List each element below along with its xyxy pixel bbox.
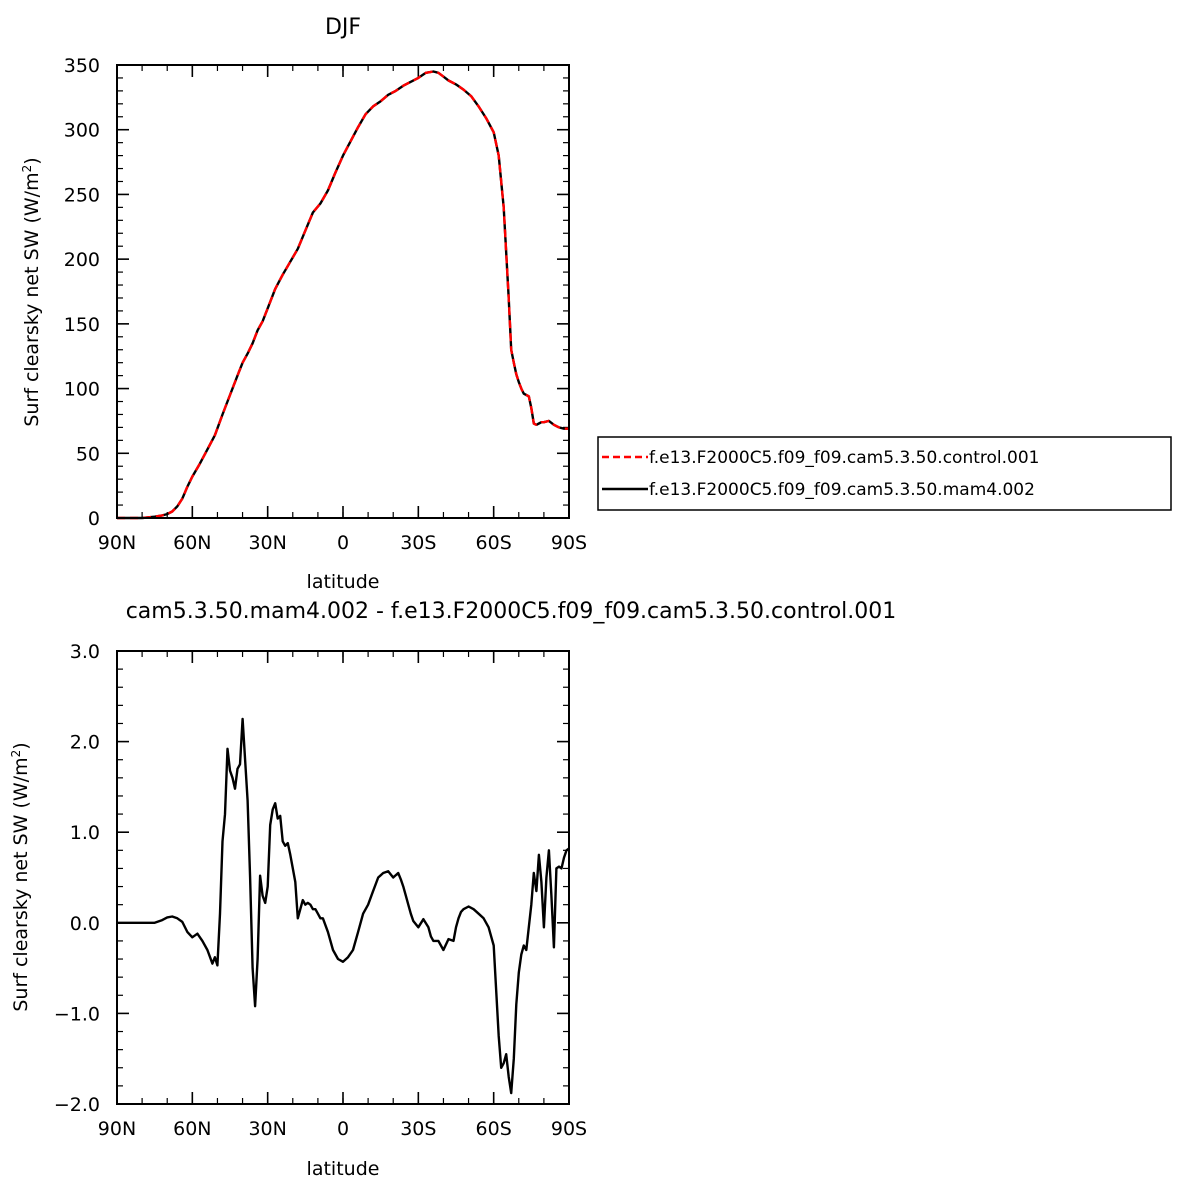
legend-box <box>597 436 1172 511</box>
top-plot-area: 90N 60N 30N 0 30S 60S 90S 0 50 100 150 200 250 300 350 <box>64 55 587 554</box>
bottom-x-tick-label: 90N <box>98 1118 136 1140</box>
bottom-y-tick-label: 3.0 <box>70 641 100 663</box>
top-y-axis-label: Surf clearsky net SW (W/m2) <box>20 157 43 426</box>
bottom-series-line-0 <box>117 717 570 1095</box>
top-x-tick-label: 90S <box>551 532 587 554</box>
bottom-x-axis-label: latitude <box>307 1158 380 1180</box>
bottom-x-tick-label: 0 <box>337 1118 349 1140</box>
bottom-x-tick-label: 90S <box>551 1118 587 1140</box>
top-x-axis-label: latitude <box>307 571 380 593</box>
top-x-tick-label: 60S <box>476 532 512 554</box>
top-x-tick-label: 0 <box>337 532 349 554</box>
bottom-plot-area: 90N 60N 30N 0 30S 60S 90S −2.0 −1.0 0.0 1.0 2.0 3.0 <box>54 641 587 1140</box>
top-plot-frame <box>116 64 570 519</box>
svg-text:Surf clearsky net SW (W/m2): Surf clearsky net SW (W/m2) <box>20 157 43 426</box>
top-y-tick-label: 150 <box>64 314 100 336</box>
bottom-panel: cam5.3.50.mam4.002 - f.e13.F2000C5.f09_f… <box>9 599 896 1180</box>
top-x-tick-label: 90N <box>98 532 136 554</box>
top-y-tick-label: 300 <box>64 120 100 142</box>
bottom-x-tick-label: 60N <box>173 1118 211 1140</box>
legend-label-control: f.e13.F2000C5.f09_f09.cam5.3.50.control.… <box>649 448 1040 468</box>
bottom-y-tick-label: 2.0 <box>70 732 100 754</box>
bottom-y-tick-label: −1.0 <box>54 1003 100 1025</box>
bottom-y-tick-label: −2.0 <box>54 1094 100 1116</box>
top-panel: DJF Surf clearsky net SW (W/m2) latitude… <box>20 15 1172 593</box>
top-y-tick-label: 250 <box>64 184 100 206</box>
bottom-x-tick-label: 60S <box>476 1118 512 1140</box>
legend-label-mam4: f.e13.F2000C5.f09_f09.cam5.3.50.mam4.002 <box>649 480 1035 500</box>
top-series-line-1 <box>117 70 569 520</box>
bottom-panel-title: cam5.3.50.mam4.002 - f.e13.F2000C5.f09_f… <box>126 599 897 624</box>
top-panel-title: DJF <box>325 15 361 40</box>
svg-text:Surf clearsky net SW (W/m2): Surf clearsky net SW (W/m2) <box>9 742 32 1011</box>
top-y-tick-label: 100 <box>64 379 100 401</box>
bottom-y-axis-label: Surf clearsky net SW (W/m2) <box>9 742 32 1011</box>
top-x-tick-label: 30S <box>400 532 436 554</box>
legend: f.e13.F2000C5.f09_f09.cam5.3.50.control.… <box>597 436 1172 511</box>
top-y-tick-label: 50 <box>76 443 100 465</box>
top-y-tick-label: 200 <box>64 249 100 271</box>
bottom-y-tick-label: 0.0 <box>70 913 100 935</box>
bottom-x-tick-label: 30N <box>248 1118 286 1140</box>
top-series-line-0 <box>117 70 569 520</box>
bottom-x-tick-label: 30S <box>400 1118 436 1140</box>
top-x-tick-label: 30N <box>248 532 286 554</box>
top-y-tick-label: 350 <box>64 55 100 77</box>
top-x-tick-label: 60N <box>173 532 211 554</box>
bottom-plot-frame <box>116 650 570 1105</box>
bottom-y-tick-label: 1.0 <box>70 822 100 844</box>
top-y-tick-label: 0 <box>88 508 100 530</box>
